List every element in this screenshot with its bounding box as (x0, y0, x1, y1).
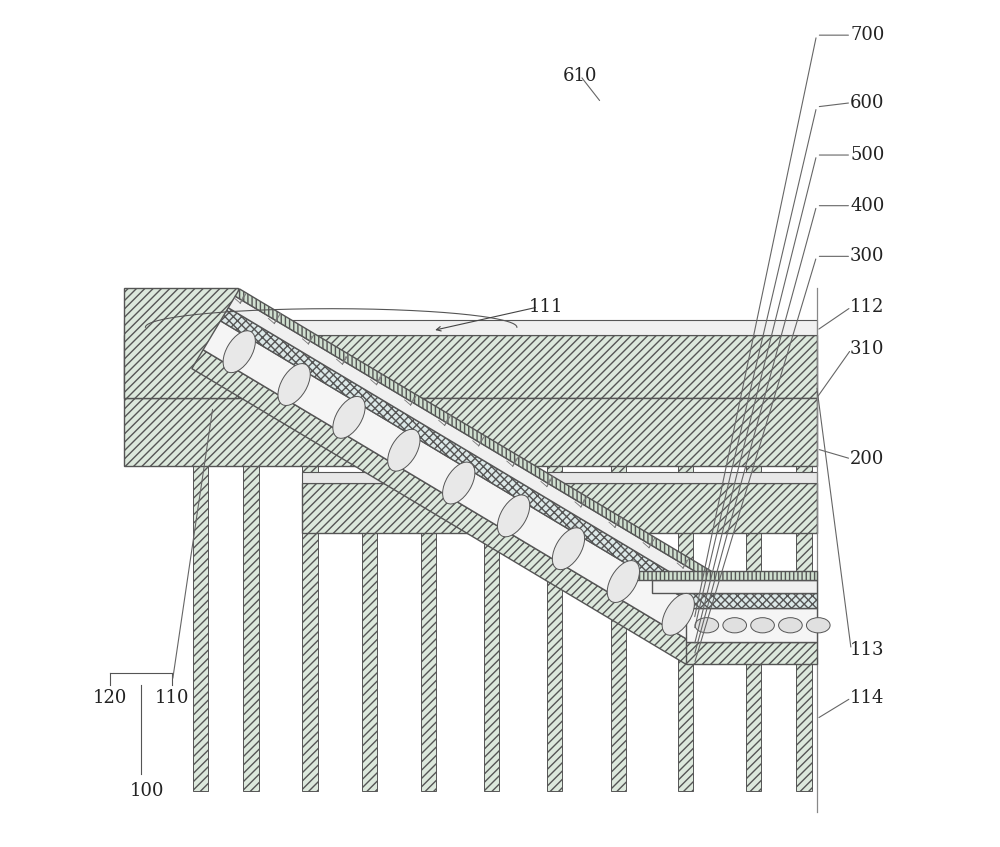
Polygon shape (235, 289, 733, 592)
Text: 400: 400 (850, 197, 884, 214)
Polygon shape (228, 296, 729, 603)
Bar (302, 483, 817, 534)
Bar (421, 377, 436, 791)
Bar (484, 377, 499, 791)
Text: 114: 114 (850, 689, 884, 707)
Ellipse shape (607, 561, 639, 602)
Bar (611, 377, 626, 791)
Bar (635, 571, 817, 579)
Text: 110: 110 (155, 689, 190, 707)
Bar (796, 377, 812, 791)
Ellipse shape (388, 429, 420, 471)
Bar (746, 377, 761, 791)
Bar (686, 608, 817, 642)
Ellipse shape (806, 617, 830, 633)
Text: 200: 200 (850, 450, 884, 468)
Ellipse shape (223, 331, 255, 373)
Text: 111: 111 (529, 298, 564, 316)
Text: 310: 310 (850, 340, 884, 358)
Bar (124, 335, 817, 398)
Bar (547, 377, 562, 791)
Ellipse shape (695, 617, 719, 633)
Bar (124, 398, 817, 466)
Ellipse shape (723, 617, 747, 633)
Polygon shape (192, 350, 697, 664)
Text: 113: 113 (850, 640, 884, 659)
Bar (362, 377, 377, 791)
Polygon shape (220, 307, 722, 617)
Bar (243, 377, 259, 791)
Bar (302, 473, 817, 483)
Bar (686, 593, 817, 608)
Bar (124, 289, 238, 398)
Text: 112: 112 (850, 298, 884, 316)
Text: 300: 300 (850, 247, 884, 265)
Ellipse shape (779, 617, 802, 633)
Text: 700: 700 (850, 26, 884, 44)
Text: 500: 500 (850, 146, 884, 164)
Ellipse shape (443, 462, 475, 504)
Text: 100: 100 (130, 782, 164, 800)
Text: 120: 120 (93, 689, 127, 707)
Ellipse shape (751, 617, 774, 633)
Ellipse shape (333, 396, 365, 439)
Bar (302, 377, 318, 791)
Bar (686, 642, 817, 664)
Bar (193, 377, 208, 791)
Bar (124, 319, 817, 335)
Ellipse shape (497, 495, 530, 537)
Ellipse shape (552, 528, 585, 570)
Bar (678, 377, 693, 791)
Ellipse shape (662, 594, 694, 635)
Polygon shape (203, 321, 714, 645)
Text: 610: 610 (563, 67, 597, 85)
Text: 600: 600 (850, 94, 884, 112)
Bar (652, 579, 817, 593)
Ellipse shape (278, 363, 310, 406)
